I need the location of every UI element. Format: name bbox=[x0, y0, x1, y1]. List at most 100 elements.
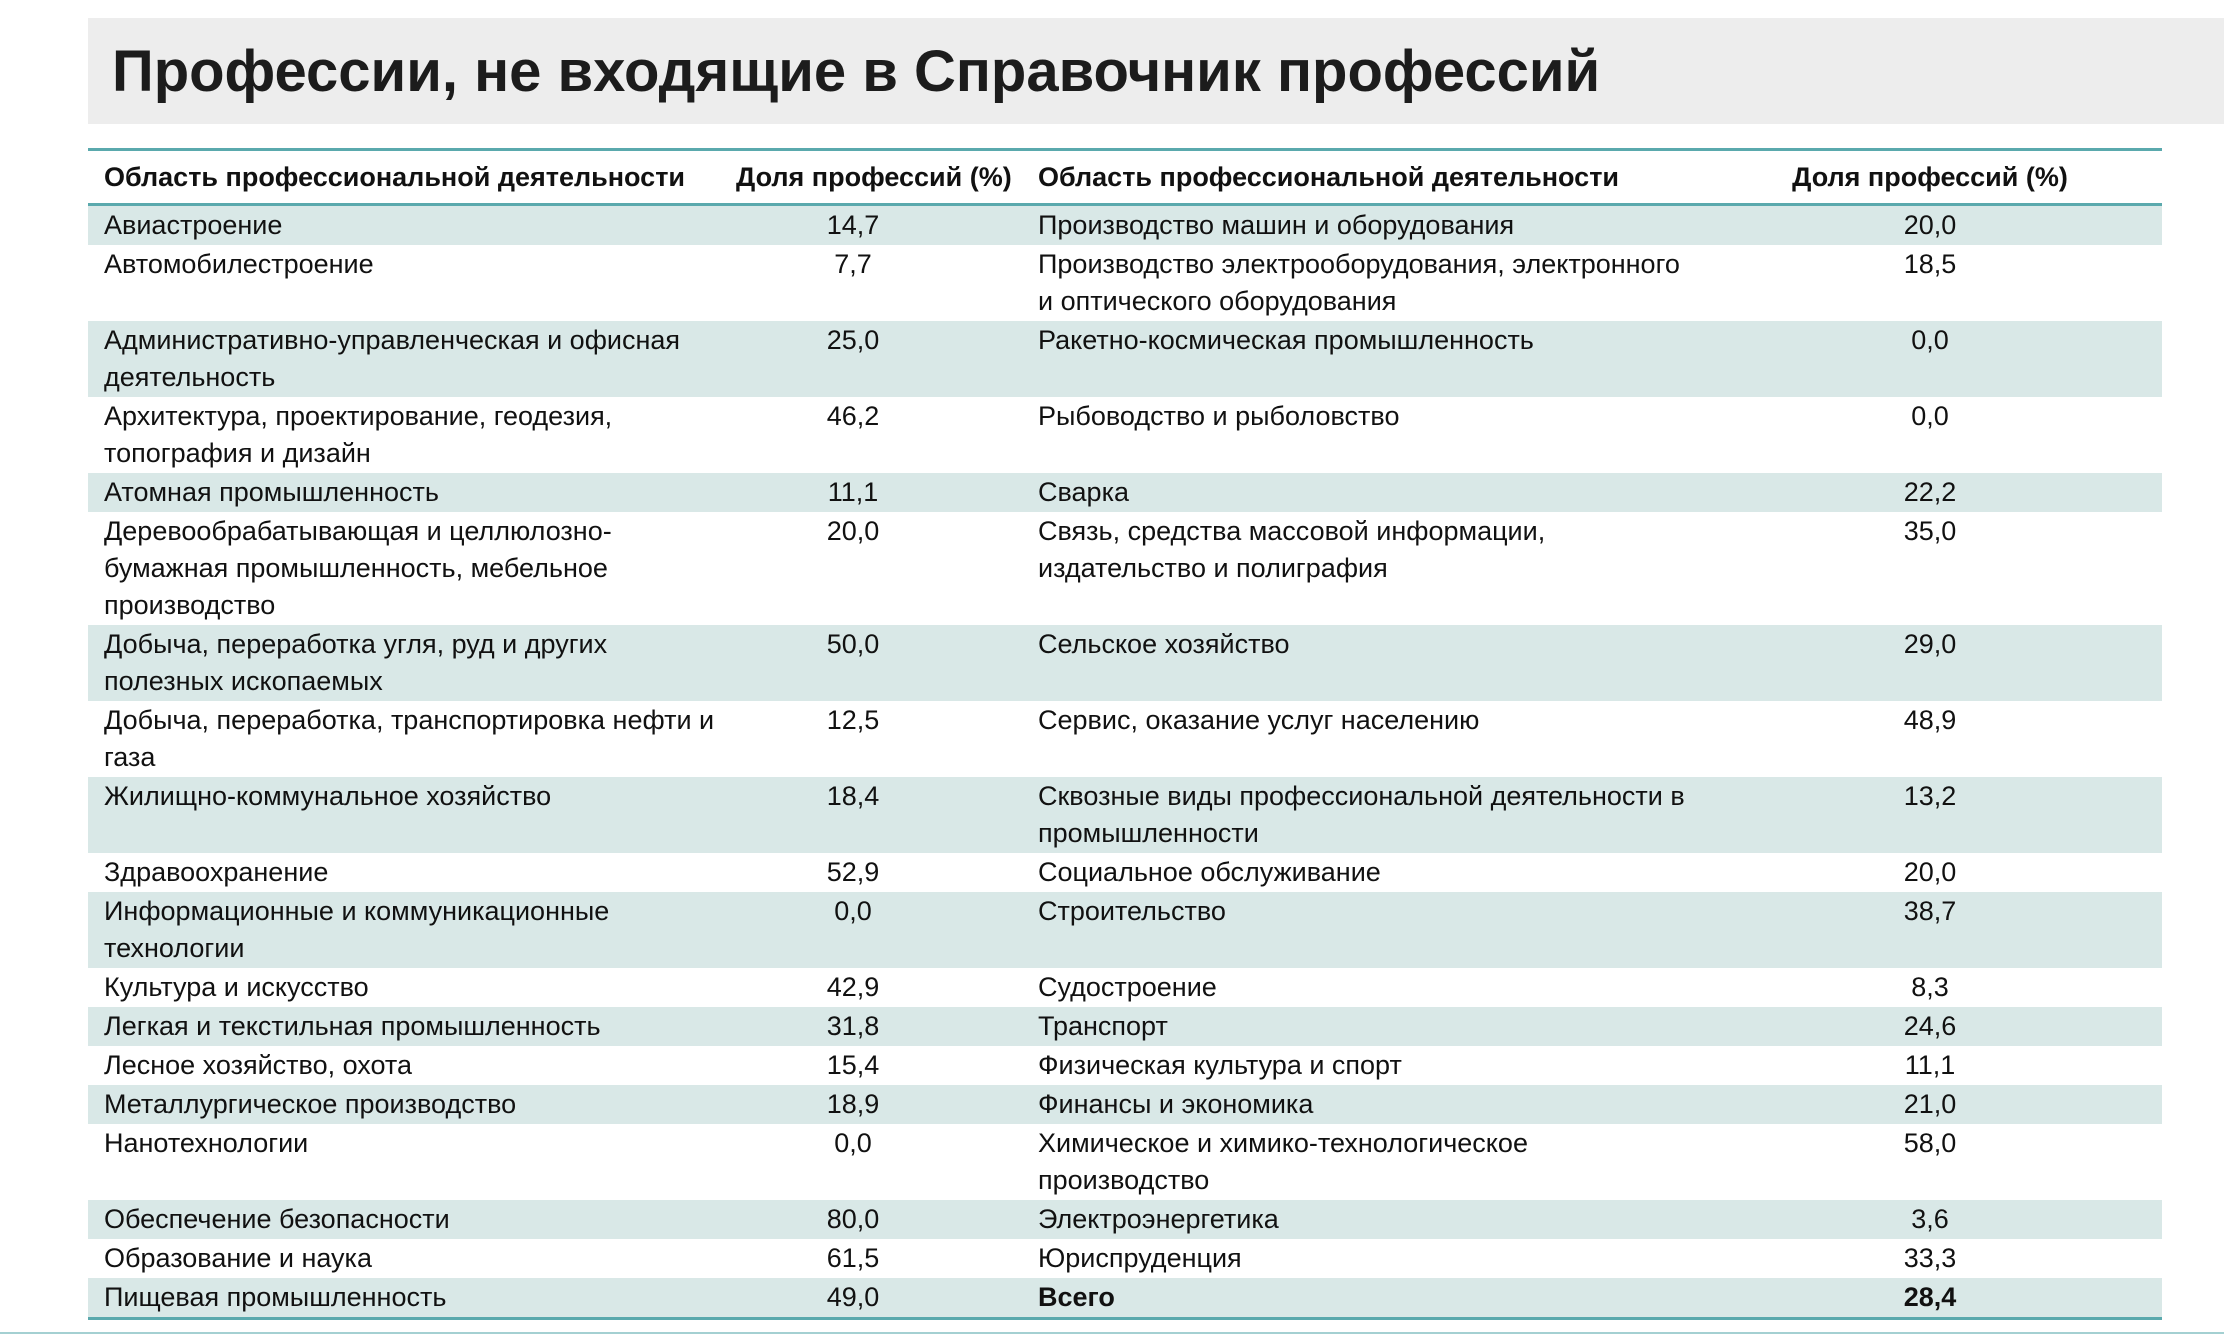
share-right-cell: 20,0 bbox=[1903, 210, 1957, 240]
share-right-cell: 22,2 bbox=[1903, 477, 1957, 507]
share-right-cell: 0,0 bbox=[1911, 401, 1949, 431]
table-row: Архитектура, проектирование, геодезия, т… bbox=[88, 397, 2162, 473]
table-row: Культура и искусство 42,9 Судостроение 8… bbox=[88, 968, 2162, 1007]
table-row: Пищевая промышленность 49,0 Всего 28,4 bbox=[88, 1278, 2162, 1320]
share-right-cell: 3,6 bbox=[1911, 1204, 1949, 1234]
share-right-cell: 38,7 bbox=[1903, 896, 1957, 926]
share-right-cell: 58,0 bbox=[1903, 1128, 1957, 1158]
table-row: Авиастроение 14,7 Производство машин и о… bbox=[88, 204, 2162, 245]
share-right-cell: 11,1 bbox=[1904, 1050, 1956, 1080]
table-row: Деревообрабатывающая и целлюлозно-бумажн… bbox=[88, 512, 2162, 625]
header-row: Область профессиональной деятельности До… bbox=[88, 148, 2162, 206]
area-left-cell: Жилищно-коммунальное хозяйство bbox=[104, 781, 552, 811]
share-right-cell: 20,0 bbox=[1903, 857, 1957, 887]
professions-table: Область профессиональной деятельности До… bbox=[88, 148, 2162, 1320]
table-row: Образование и наука 61,5 Юриспруденция 3… bbox=[88, 1239, 2162, 1278]
area-left-cell: Образование и наука bbox=[104, 1243, 372, 1273]
share-right-cell: 33,3 bbox=[1903, 1243, 1957, 1273]
area-right-cell: Всего bbox=[978, 1278, 1698, 1320]
area-left-cell: Информационные и коммуникационные технол… bbox=[104, 896, 610, 963]
area-left-cell: Культура и искусство bbox=[104, 972, 369, 1002]
page-title: Профессии, не входящие в Справочник проф… bbox=[112, 38, 1601, 104]
share-left-cell: 18,9 bbox=[826, 1089, 880, 1119]
table-body: Авиастроение 14,7 Производство машин и о… bbox=[88, 204, 2162, 1320]
share-left-cell: 46,2 bbox=[826, 401, 880, 431]
share-left-cell: 11,1 bbox=[827, 477, 879, 507]
share-left-cell: 49,0 bbox=[728, 1278, 978, 1320]
area-left-cell: Атомная промышленность bbox=[104, 477, 439, 507]
table-row: Металлургическое производство 18,9 Финан… bbox=[88, 1085, 2162, 1124]
area-left-cell: Легкая и текстильная промышленность bbox=[104, 1011, 601, 1041]
share-left-cell: 0,0 bbox=[834, 1128, 872, 1158]
table-row: Лесное хозяйство, охота 15,4 Физическая … bbox=[88, 1046, 2162, 1085]
share-left-cell: 52,9 bbox=[826, 857, 880, 887]
slide-bottom-rule bbox=[0, 1332, 2224, 1334]
share-right-cell: 35,0 bbox=[1903, 516, 1957, 546]
area-left-cell: Деревообрабатывающая и целлюлозно-бумажн… bbox=[104, 516, 612, 620]
col-header-area-left: Область профессиональной деятельности bbox=[88, 148, 728, 206]
share-left-cell: 0,0 bbox=[834, 896, 872, 926]
col-header-area-right: Область профессиональной деятельности bbox=[978, 148, 1698, 206]
area-right-cell: Сварка bbox=[1038, 477, 1129, 507]
table-row: Обеспечение безопасности 80,0 Электроэне… bbox=[88, 1200, 2162, 1239]
area-right-cell: Химическое и химико-технологическое прои… bbox=[1038, 1128, 1528, 1195]
area-right-cell: Связь, средства массовой информации, изд… bbox=[1038, 516, 1546, 583]
share-left-cell: 25,0 bbox=[826, 325, 880, 355]
area-right-cell: Физическая культура и спорт bbox=[1038, 1050, 1402, 1080]
table-row: Здравоохранение 52,9 Социальное обслужив… bbox=[88, 853, 2162, 892]
share-left-cell: 7,7 bbox=[834, 249, 872, 279]
table-row: Автомобилестроение 7,7 Производство элек… bbox=[88, 245, 2162, 321]
table-row: Легкая и текстильная промышленность 31,8… bbox=[88, 1007, 2162, 1046]
area-right-cell: Производство электрооборудования, электр… bbox=[1038, 249, 1680, 316]
share-left-cell: 15,4 bbox=[826, 1050, 880, 1080]
share-left-cell: 20,0 bbox=[826, 516, 880, 546]
share-left-cell: 18,4 bbox=[826, 781, 880, 811]
table-header: Область профессиональной деятельности До… bbox=[88, 148, 2162, 206]
share-right-cell: 13,2 bbox=[1903, 781, 1957, 811]
table-row: Нанотехнологии 0,0 Химическое и химико-т… bbox=[88, 1124, 2162, 1200]
area-right-cell: Финансы и экономика bbox=[1038, 1089, 1314, 1119]
share-left-cell: 61,5 bbox=[826, 1243, 880, 1273]
area-left-cell: Здравоохранение bbox=[104, 857, 329, 887]
area-left-cell: Добыча, переработка, транспортировка неф… bbox=[104, 705, 715, 772]
area-left-cell: Авиастроение bbox=[104, 210, 283, 240]
area-left-cell: Пищевая промышленность bbox=[88, 1278, 728, 1320]
table-row: Жилищно-коммунальное хозяйство 18,4 Скво… bbox=[88, 777, 2162, 853]
area-right-cell: Ракетно-космическая промышленность bbox=[1038, 325, 1534, 355]
share-right-cell: 21,0 bbox=[1903, 1089, 1957, 1119]
area-right-cell: Социальное обслуживание bbox=[1038, 857, 1381, 887]
area-right-cell: Рыбоводство и рыболовство bbox=[1038, 401, 1400, 431]
area-right-cell: Производство машин и оборудования bbox=[1038, 210, 1515, 240]
area-left-cell: Нанотехнологии bbox=[104, 1128, 309, 1158]
share-right-cell: 28,4 bbox=[1698, 1278, 2162, 1320]
table-row: Административно-управленческая и офисная… bbox=[88, 321, 2162, 397]
share-left-cell: 12,5 bbox=[826, 705, 880, 735]
table-row: Атомная промышленность 11,1 Сварка 22,2 bbox=[88, 473, 2162, 512]
area-left-cell: Добыча, переработка угля, руд и других п… bbox=[104, 629, 608, 696]
share-right-cell: 29,0 bbox=[1903, 629, 1957, 659]
table-row: Информационные и коммуникационные технол… bbox=[88, 892, 2162, 968]
col-header-share-left: Доля профессий (%) bbox=[728, 148, 1012, 206]
area-left-cell: Обеспечение безопасности bbox=[104, 1204, 450, 1234]
share-left-cell: 50,0 bbox=[826, 629, 880, 659]
area-right-cell: Сквозные виды профессиональной деятельно… bbox=[1038, 781, 1685, 848]
share-right-cell: 8,3 bbox=[1911, 972, 1949, 1002]
table-row: Добыча, переработка угля, руд и других п… bbox=[88, 625, 2162, 701]
area-right-cell: Транспорт bbox=[1038, 1011, 1168, 1041]
area-right-cell: Сельское хозяйство bbox=[1038, 629, 1290, 659]
table-row: Добыча, переработка, транспортировка неф… bbox=[88, 701, 2162, 777]
share-right-cell: 0,0 bbox=[1911, 325, 1949, 355]
area-left-cell: Автомобилестроение bbox=[104, 249, 374, 279]
area-left-cell: Лесное хозяйство, охота bbox=[104, 1050, 413, 1080]
area-left-cell: Металлургическое производство bbox=[104, 1089, 517, 1119]
share-left-cell: 31,8 bbox=[826, 1011, 880, 1041]
title-band: Профессии, не входящие в Справочник проф… bbox=[88, 18, 2224, 124]
share-left-cell: 14,7 bbox=[826, 210, 880, 240]
col-header-share-right: Доля профессий (%) bbox=[1698, 148, 2162, 206]
share-left-cell: 80,0 bbox=[826, 1204, 880, 1234]
share-right-cell: 18,5 bbox=[1903, 249, 1957, 279]
area-right-cell: Электроэнергетика bbox=[1038, 1204, 1279, 1234]
area-right-cell: Судостроение bbox=[1038, 972, 1217, 1002]
area-right-cell: Юриспруденция bbox=[1038, 1243, 1242, 1273]
